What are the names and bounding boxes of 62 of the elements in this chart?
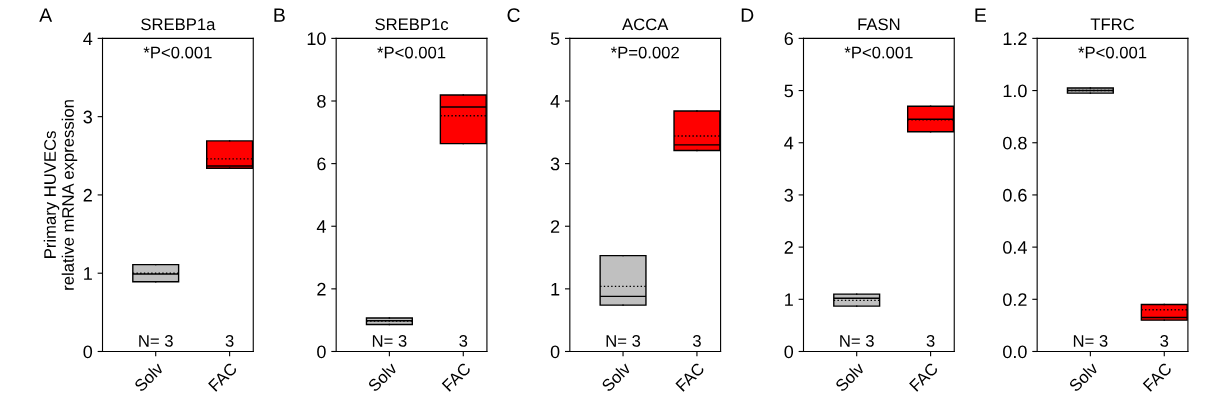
- annotation: N= 3: [372, 334, 407, 347]
- y-tick-label: 0.0: [1003, 345, 1027, 359]
- y-tick-label: 0: [784, 345, 794, 359]
- x-tick-label: Solv: [366, 361, 398, 393]
- y-tick-label: 2: [317, 282, 326, 296]
- annotation: 3: [692, 334, 701, 347]
- y-tick-label: 6: [317, 157, 326, 171]
- annotation: 3: [1160, 334, 1169, 347]
- y-tick-label: 0.8: [1003, 136, 1027, 150]
- annotation: N= 3: [840, 334, 874, 347]
- annotation: N= 3: [606, 334, 641, 347]
- annotation: *P<0.001: [844, 46, 913, 59]
- annotation: 3: [459, 334, 468, 347]
- y-tick-label: 4: [550, 95, 560, 108]
- y-tick-label: 0.2: [1003, 293, 1027, 307]
- chart-title: TFRC: [1090, 18, 1135, 31]
- y-tick-label: 3: [784, 188, 793, 202]
- y-tick-label: 0: [317, 345, 326, 359]
- x-tick-label: Solv: [133, 361, 165, 393]
- y-tick-label: 2: [784, 241, 793, 254]
- y-tick-label: 2: [550, 220, 560, 233]
- annotation: 3: [225, 334, 234, 347]
- annotation: N= 3: [1073, 334, 1108, 347]
- chart-title: FASN: [858, 18, 900, 31]
- y-tick-label: 0.6: [1003, 188, 1027, 202]
- annotation: N= 3: [139, 334, 173, 347]
- annotation: *P<0.001: [143, 46, 212, 59]
- y-tick-label: 1: [785, 293, 793, 306]
- annotation: *P<0.001: [377, 46, 446, 59]
- text: D: [741, 8, 754, 22]
- y-tick-label: 5: [784, 84, 794, 98]
- y-tick-label: 10: [307, 32, 326, 46]
- annotation: *P=0.002: [610, 46, 679, 59]
- y-tick-label: 2: [83, 188, 92, 202]
- annotation: *P<0.001: [1078, 46, 1147, 59]
- y-tick-label: 5: [550, 32, 560, 46]
- y-axis-title: Primary HUVECs relative mRNA expression: [43, 100, 78, 290]
- y-tick-label: 1.0: [1003, 84, 1027, 98]
- y-tick-label: 0: [83, 345, 93, 359]
- y-tick-label: 1: [551, 282, 560, 296]
- x-tick-label: Solv: [1067, 361, 1099, 393]
- chart-title: SREBP1c: [375, 18, 449, 31]
- y-tick-label: 6: [784, 32, 793, 46]
- y-tick-label: 8: [317, 94, 326, 108]
- y-tick-label: 4: [316, 220, 326, 233]
- text: C: [507, 8, 520, 23]
- y-tick-label: 0.4: [1003, 241, 1027, 254]
- x-tick-label: Solv: [834, 361, 866, 393]
- y-tick-label: 1: [84, 267, 92, 280]
- y-tick-label: 3: [550, 157, 560, 171]
- x-tick-label: Solv: [600, 361, 632, 393]
- text: B: [274, 8, 285, 22]
- text: A: [39, 8, 53, 22]
- annotation: 3: [926, 334, 935, 347]
- y-tick-label: 3: [83, 110, 92, 124]
- text: E: [975, 8, 986, 22]
- y-tick-label: 0: [550, 345, 560, 359]
- chart-title: SREBP1a: [141, 18, 216, 31]
- y-tick-label: 4: [784, 136, 794, 150]
- chart-title: ACCA: [622, 18, 669, 31]
- y-tick-label: 4: [83, 32, 93, 45]
- y-tick-label: 1.2: [1003, 32, 1027, 45]
